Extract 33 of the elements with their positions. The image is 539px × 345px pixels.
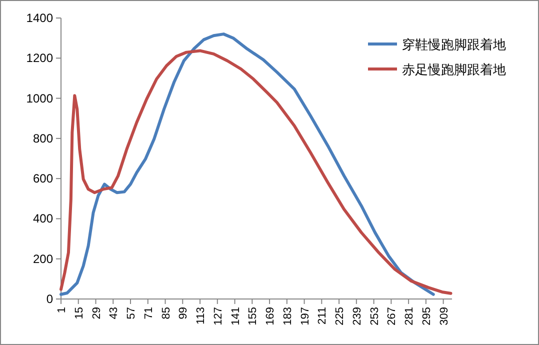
x-tick-label: 99 [178, 307, 190, 320]
x-tick-label: 253 [368, 307, 381, 326]
x-tick-label: 267 [386, 307, 398, 326]
x-tick-label: 309 [438, 307, 450, 326]
x-tick-label: 141 [230, 307, 242, 326]
x-tick-label: 71 [142, 307, 155, 320]
y-tick-label: 800 [32, 131, 54, 146]
y-tick-label: 1200 [26, 51, 54, 66]
x-tick-label: 211 [316, 307, 329, 325]
y-tick-label: 400 [32, 212, 54, 226]
legend-label: 赤足慢跑脚跟着地 [402, 62, 506, 77]
x-tick-label: 295 [420, 307, 433, 326]
y-tick-label: 1400 [26, 11, 54, 25]
x-tick-label: 43 [108, 307, 120, 320]
x-tick-label: 169 [264, 307, 277, 326]
legend-label: 穿鞋慢跑脚跟着地 [402, 37, 506, 52]
x-tick-label: 57 [126, 307, 138, 320]
y-tick-label: 600 [32, 172, 54, 186]
x-tick-label: 29 [90, 307, 103, 320]
x-tick-label: 85 [160, 307, 172, 320]
x-tick-label: 225 [334, 307, 346, 326]
x-tick-label: 127 [212, 307, 224, 326]
x-tick-label: 1 [56, 307, 68, 314]
y-tick-label: 0 [46, 292, 54, 306]
x-tick-label: 155 [247, 307, 260, 326]
y-tick-label: 1000 [26, 91, 54, 106]
y-tick-label: 200 [32, 252, 54, 266]
x-tick-label: 281 [404, 307, 416, 326]
x-tick-label: 15 [73, 307, 86, 320]
x-tick-label: 113 [195, 307, 208, 325]
x-tick-label: 239 [351, 307, 364, 326]
x-tick-label: 197 [299, 307, 312, 326]
x-tick-label: 183 [282, 307, 294, 326]
